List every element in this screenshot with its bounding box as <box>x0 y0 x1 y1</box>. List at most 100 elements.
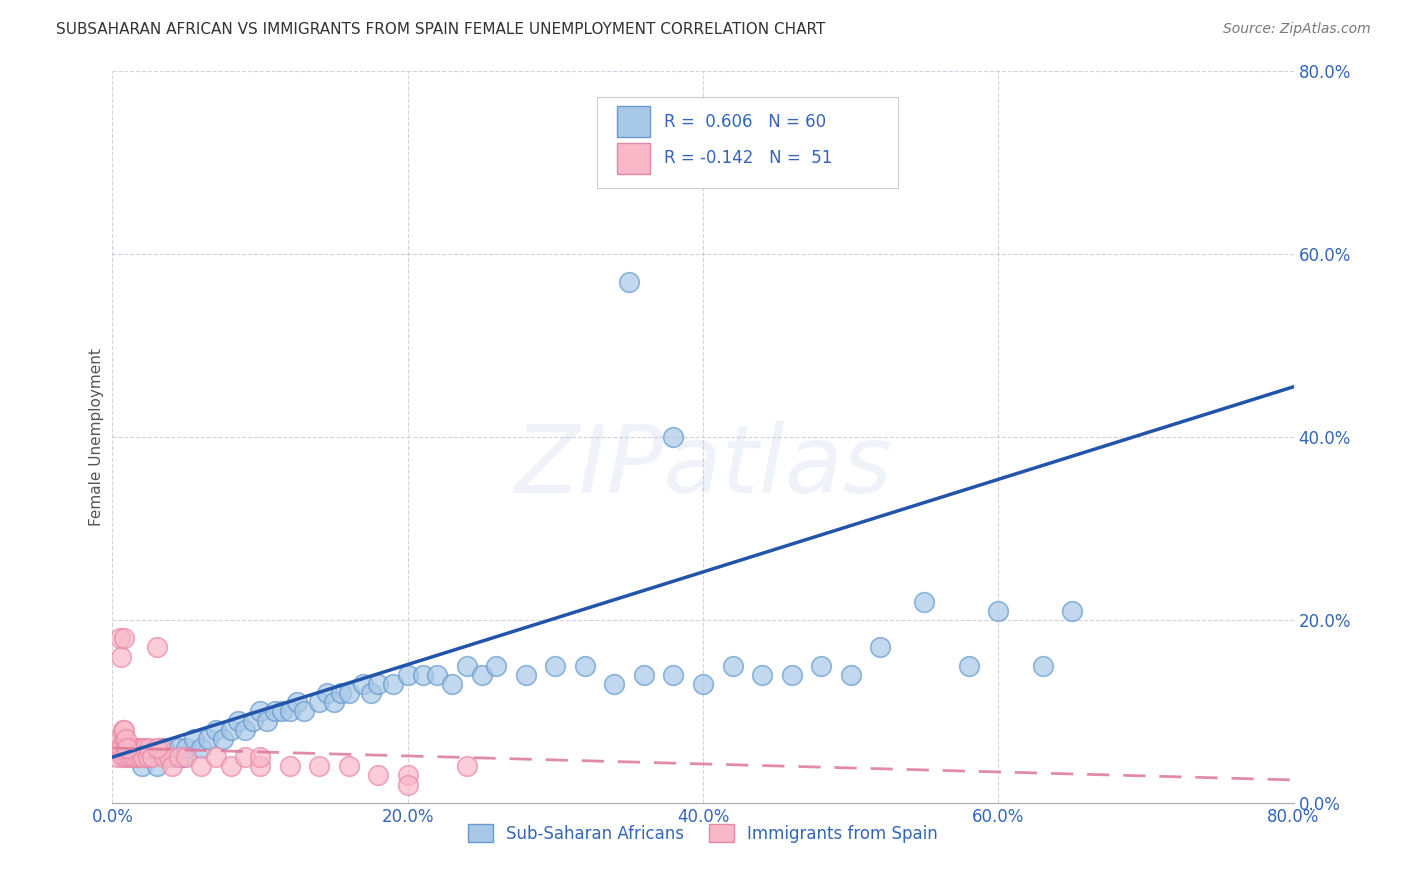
Point <box>619 275 641 289</box>
Point <box>249 759 271 773</box>
Point <box>149 740 172 755</box>
Point <box>117 740 138 755</box>
Point <box>226 714 249 728</box>
Point <box>360 686 382 700</box>
Point <box>396 667 419 681</box>
Point <box>264 705 287 719</box>
Point <box>219 723 242 737</box>
FancyBboxPatch shape <box>596 97 898 188</box>
Point <box>662 430 685 444</box>
Point <box>780 667 803 681</box>
Text: Source: ZipAtlas.com: Source: ZipAtlas.com <box>1223 22 1371 37</box>
Point <box>124 750 146 764</box>
Point <box>190 759 212 773</box>
Point <box>242 714 264 728</box>
Point <box>692 677 714 691</box>
Point <box>131 740 153 755</box>
Point <box>114 750 136 764</box>
Bar <box>617 143 650 174</box>
Legend: Sub-Saharan Africans, Immigrants from Spain: Sub-Saharan Africans, Immigrants from Sp… <box>461 818 945 849</box>
Point <box>456 759 478 773</box>
Point <box>138 750 160 764</box>
Point <box>278 705 301 719</box>
Point <box>132 750 155 764</box>
Point <box>212 731 235 746</box>
Point <box>125 740 148 755</box>
Point <box>117 740 138 755</box>
Point <box>337 759 360 773</box>
Point <box>603 677 626 691</box>
Point <box>441 677 464 691</box>
Point <box>167 750 190 764</box>
Point <box>426 667 449 681</box>
Point <box>160 759 183 773</box>
Point <box>987 604 1010 618</box>
Point <box>174 750 197 764</box>
Point <box>278 759 301 773</box>
Point <box>249 750 271 764</box>
Point <box>396 778 419 792</box>
Point <box>138 740 160 755</box>
Point <box>141 750 163 764</box>
Point <box>127 750 149 764</box>
Text: R =  0.606   N = 60: R = 0.606 N = 60 <box>664 112 827 131</box>
Point <box>172 750 194 764</box>
Point <box>382 677 405 691</box>
Point <box>157 750 180 764</box>
Point <box>118 750 141 764</box>
Point <box>114 731 136 746</box>
Text: SUBSAHARAN AFRICAN VS IMMIGRANTS FROM SPAIN FEMALE UNEMPLOYMENT CORRELATION CHAR: SUBSAHARAN AFRICAN VS IMMIGRANTS FROM SP… <box>56 22 825 37</box>
Point <box>1032 658 1054 673</box>
Point <box>249 705 271 719</box>
Point <box>112 632 135 646</box>
Point <box>112 723 135 737</box>
Point <box>128 740 150 755</box>
Point <box>122 740 145 755</box>
Point <box>367 768 389 782</box>
Point <box>153 750 176 764</box>
Point <box>544 658 567 673</box>
Point <box>111 750 134 764</box>
Point <box>367 677 389 691</box>
Y-axis label: Female Unemployment: Female Unemployment <box>89 348 104 526</box>
Point <box>485 658 508 673</box>
Point <box>134 740 156 755</box>
Point <box>197 731 219 746</box>
Point <box>662 667 685 681</box>
Point <box>308 759 330 773</box>
Point <box>721 658 744 673</box>
Point <box>183 731 205 746</box>
Point <box>914 594 936 608</box>
Point <box>411 667 433 681</box>
Point <box>146 740 169 755</box>
Text: R = -0.142   N =  51: R = -0.142 N = 51 <box>664 149 832 168</box>
Point <box>1062 604 1084 618</box>
Point <box>219 759 242 773</box>
Point <box>146 640 169 655</box>
Point <box>146 759 169 773</box>
Point <box>337 686 360 700</box>
Point <box>396 768 419 782</box>
Point <box>131 759 153 773</box>
Point <box>121 750 143 764</box>
Point <box>110 740 132 755</box>
Point <box>330 686 353 700</box>
Bar <box>617 106 650 137</box>
Point <box>160 750 183 764</box>
Point <box>112 731 135 746</box>
Point <box>233 723 256 737</box>
Point <box>136 750 159 764</box>
Point <box>957 658 980 673</box>
Point <box>233 750 256 764</box>
Point <box>515 667 537 681</box>
Point <box>256 714 278 728</box>
Point <box>129 750 152 764</box>
Text: ZIPatlas: ZIPatlas <box>515 421 891 512</box>
Point <box>751 667 773 681</box>
Point <box>174 740 197 755</box>
Point <box>292 705 315 719</box>
Point <box>285 695 308 709</box>
Point <box>308 695 330 709</box>
Point <box>839 667 862 681</box>
Point <box>271 705 294 719</box>
